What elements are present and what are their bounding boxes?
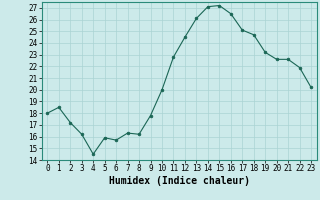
X-axis label: Humidex (Indice chaleur): Humidex (Indice chaleur) [109, 176, 250, 186]
